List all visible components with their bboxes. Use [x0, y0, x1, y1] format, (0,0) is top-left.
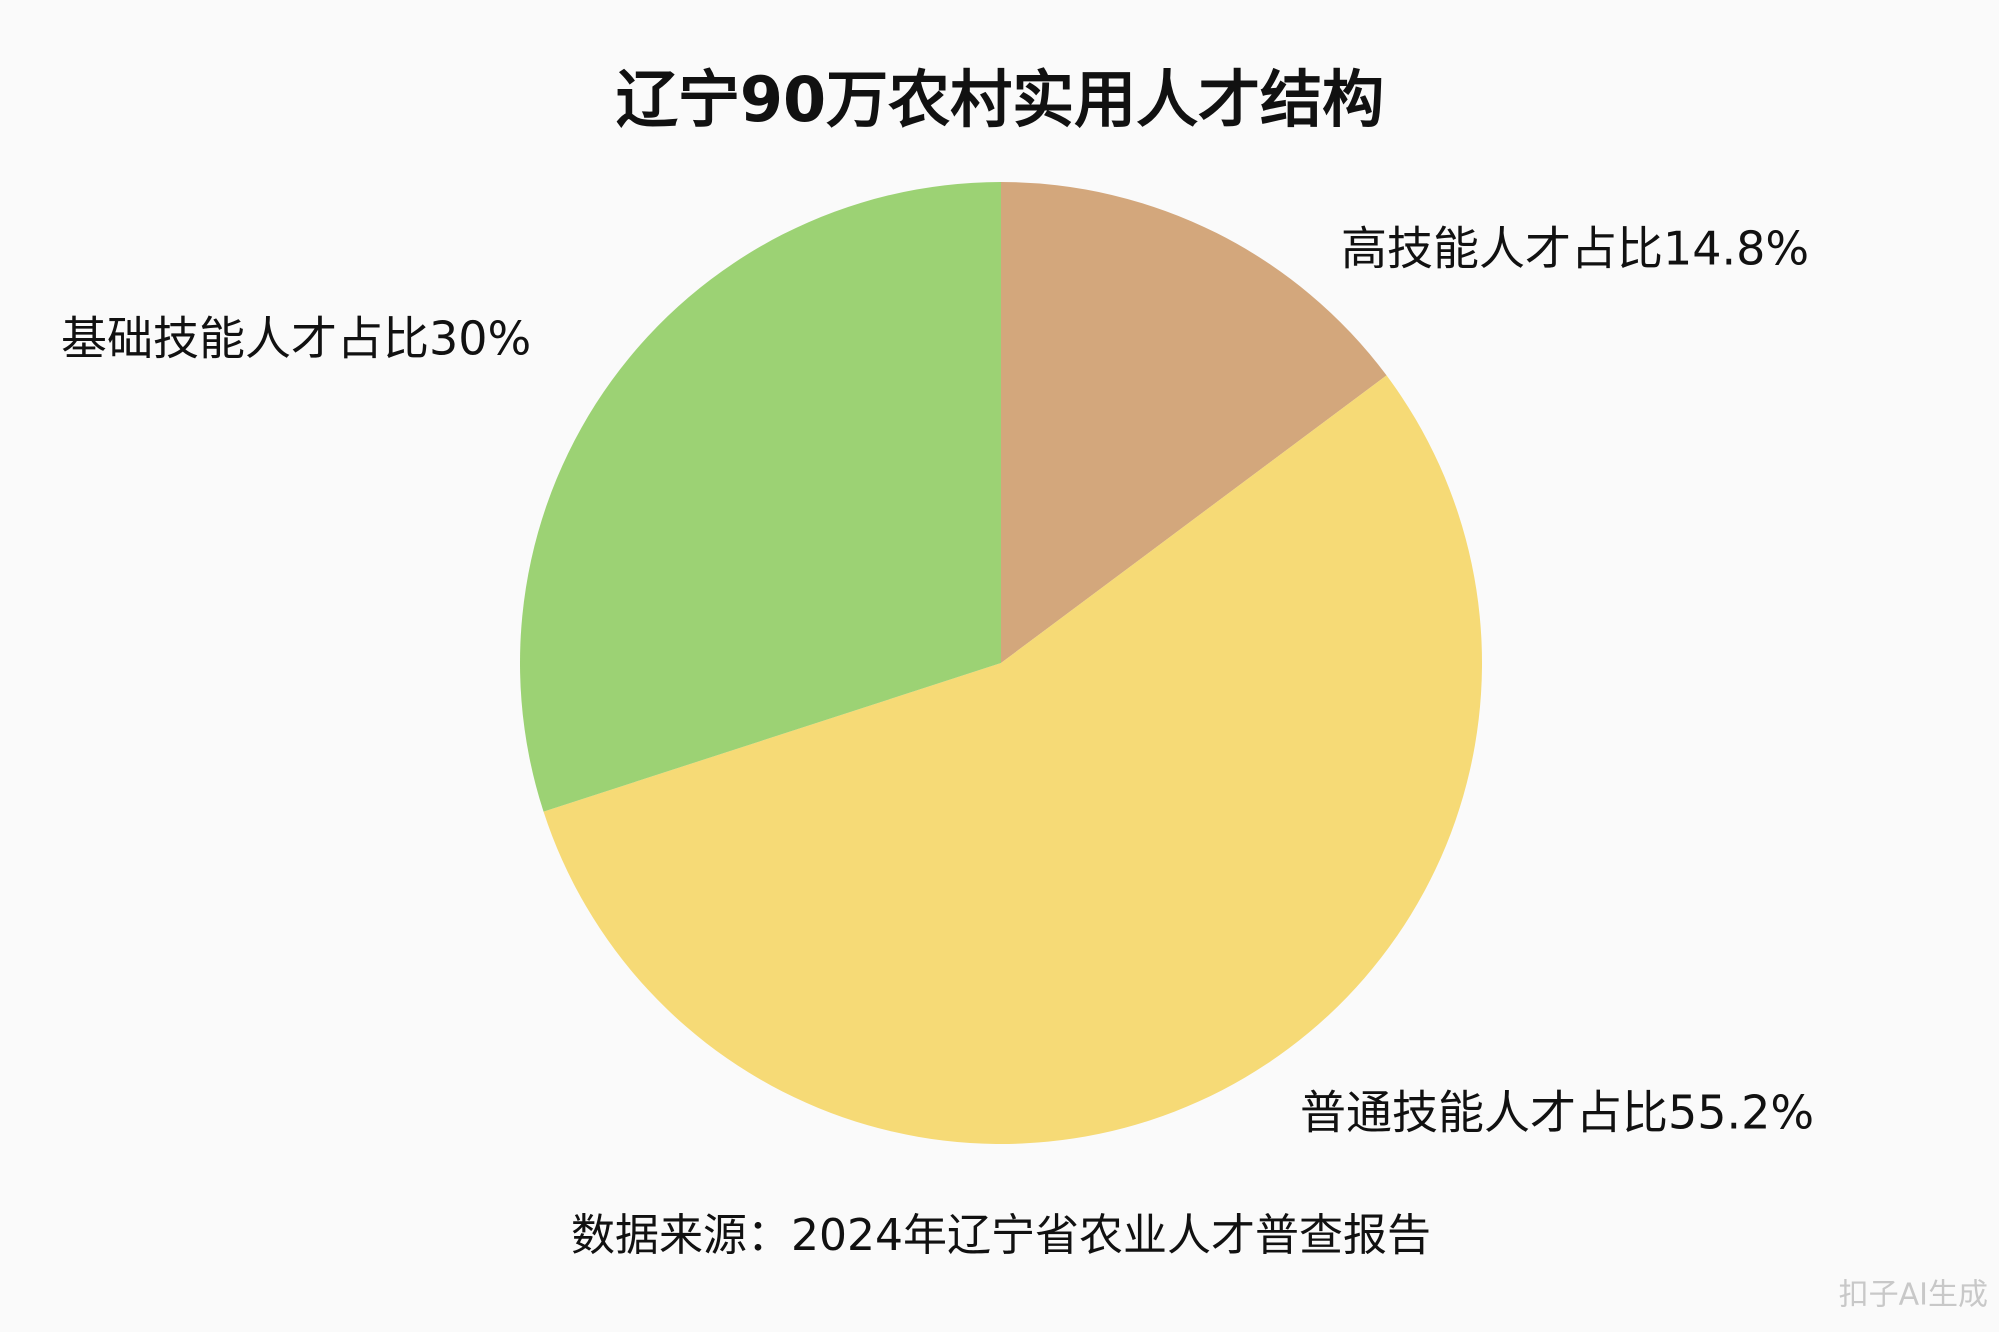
pie-slice [1001, 182, 1387, 663]
watermark: 扣子AI生成 [1839, 1278, 1988, 1313]
pie-slice [520, 182, 1001, 812]
source-note: 数据来源：2024年辽宁省农业人才普查报告 [571, 1210, 1431, 1261]
slice-label: 普通技能人才占比55.2% [1300, 1086, 1814, 1140]
slice-label: 高技能人才占比14.8% [1341, 222, 1809, 276]
chart-title: 辽宁90万农村实用人才结构 [616, 63, 1384, 136]
slice-label: 基础技能人才占比30% [61, 312, 531, 366]
pie-slice [543, 375, 1482, 1145]
